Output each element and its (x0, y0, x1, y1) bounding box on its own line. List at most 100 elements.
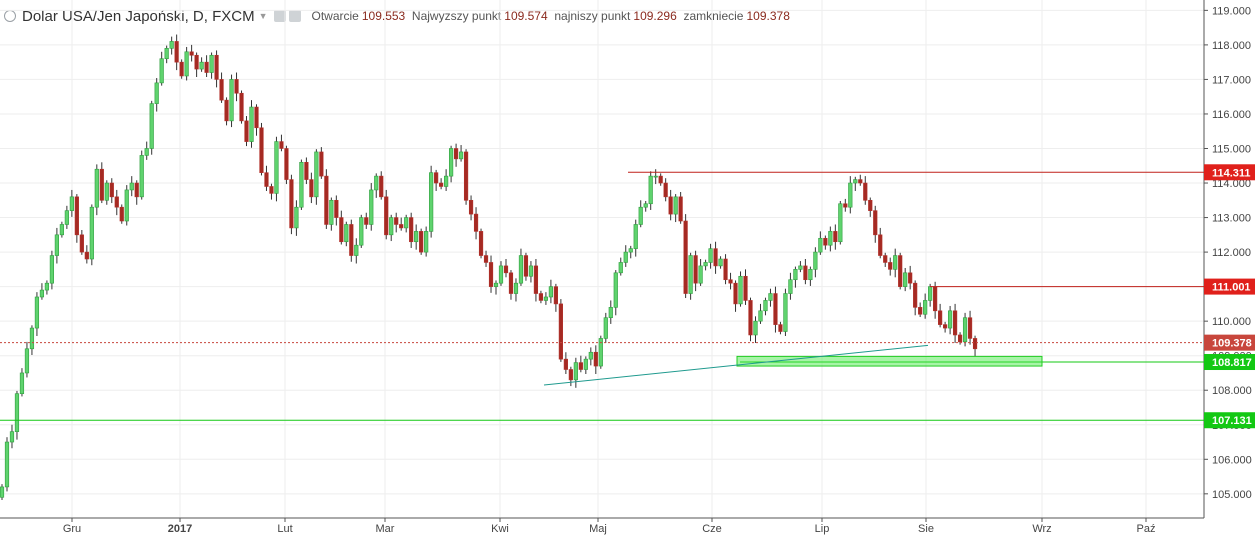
candle-body (828, 231, 833, 246)
price-label-box (1204, 334, 1255, 351)
candle-body (543, 296, 549, 301)
candle-body (194, 54, 199, 70)
candle-body (578, 362, 583, 370)
candle-body (439, 182, 444, 187)
candle-body (394, 217, 399, 225)
candle-body (798, 265, 803, 270)
candle-body (304, 162, 309, 180)
candle-body (124, 189, 129, 222)
candle-body (608, 307, 613, 319)
candle-body (9, 431, 15, 443)
x-tick-label: Kwi (491, 523, 509, 535)
candle-body (573, 362, 578, 381)
chart-header: Dolar USA/Jen Japoński, D, FXCM ▼ Otwarc… (4, 6, 790, 26)
candle-body (269, 186, 274, 194)
candle-body (364, 217, 369, 225)
candle-body (319, 151, 324, 177)
candle-body (204, 61, 209, 73)
gear-icon[interactable] (288, 10, 301, 22)
candle-body (384, 196, 389, 236)
candle-body (169, 41, 174, 49)
candle-body (943, 324, 948, 329)
candle-body (209, 54, 214, 73)
candle-body (473, 213, 479, 232)
low-label: najniszy punkt (554, 9, 631, 23)
candle-body (713, 248, 718, 267)
candle-body (99, 168, 104, 201)
open-value: 109.553 (361, 9, 406, 23)
candle-body (229, 79, 234, 122)
x-tick-label: Cze (702, 523, 722, 535)
x-tick-label: Sie (918, 523, 934, 535)
candle-body (339, 217, 344, 243)
candle-body (199, 61, 204, 70)
candle-body (818, 237, 823, 253)
candle-body (129, 182, 134, 191)
candle-body (967, 317, 973, 339)
candle-body (618, 262, 623, 274)
price-label: 109.378 (1212, 338, 1252, 350)
candle-body (34, 296, 40, 329)
candle-body (224, 99, 229, 122)
candle-body (588, 351, 593, 360)
candle-body (4, 441, 10, 488)
candle-body (274, 141, 279, 194)
candle-body (947, 310, 953, 329)
candle-body (653, 175, 658, 178)
candle-body (863, 182, 868, 201)
candle-body (583, 358, 588, 370)
candle-body (119, 206, 124, 222)
open-label: Otwarcie (311, 9, 359, 23)
candle-body (314, 151, 319, 198)
y-tick-label: 119.000 (1212, 5, 1251, 17)
candle-body (933, 286, 938, 312)
candle-body (633, 224, 638, 249)
candle-body (813, 251, 818, 270)
candle-body (109, 182, 114, 198)
y-tick-label: 108.000 (1212, 385, 1252, 397)
candle-body (678, 196, 683, 222)
candle-body (39, 289, 45, 298)
candle-body (399, 224, 404, 229)
symbol-title[interactable]: Dolar USA/Jen Japoński, D, FXCM (22, 7, 255, 25)
candle-body (429, 172, 434, 232)
price-label-box (1204, 354, 1255, 371)
candle-body (259, 127, 264, 173)
x-tick-label: Lip (815, 523, 830, 535)
candle-body (538, 293, 544, 301)
candle-body (74, 196, 79, 236)
candle-body (424, 231, 429, 253)
candle-body (159, 58, 164, 84)
candle-body (723, 258, 728, 281)
candle-body (718, 258, 723, 267)
candle-body (743, 275, 748, 301)
candle-body (14, 393, 20, 432)
candle-body (593, 351, 598, 367)
candle-body (164, 48, 169, 60)
candle-body (923, 300, 928, 315)
candle-body (738, 275, 743, 305)
candle-body (918, 307, 923, 315)
candle-body (144, 148, 149, 156)
candle-body (972, 338, 978, 350)
candle-body (279, 141, 284, 149)
settings-icon[interactable] (273, 10, 286, 22)
candle-body (249, 106, 254, 142)
close-label: zamkniecie (683, 9, 744, 23)
candle-body (773, 293, 778, 325)
candle-body (858, 179, 863, 184)
support-zone (736, 355, 1043, 367)
candle-body (778, 324, 783, 332)
candle-body (873, 210, 878, 236)
high-value: 109.574 (504, 9, 548, 23)
candle-body (289, 179, 294, 229)
candle-body (793, 269, 798, 281)
candle-body (54, 234, 59, 256)
candle-body (334, 199, 339, 218)
candle-body (488, 262, 494, 287)
candle-body (598, 338, 603, 367)
chevron-down-icon[interactable]: ▼ (258, 11, 268, 21)
price-label: 114.311 (1212, 167, 1251, 179)
y-tick-label: 113.000 (1212, 213, 1251, 225)
